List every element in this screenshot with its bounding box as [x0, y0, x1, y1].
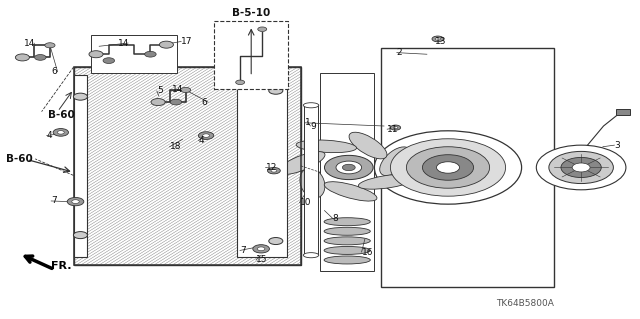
Ellipse shape [324, 227, 371, 235]
Circle shape [269, 238, 283, 245]
Circle shape [436, 162, 460, 173]
Circle shape [336, 161, 362, 174]
Circle shape [180, 87, 191, 93]
Text: 4: 4 [47, 131, 52, 140]
Ellipse shape [296, 140, 356, 152]
Text: 1: 1 [305, 118, 311, 127]
Text: 4: 4 [198, 136, 204, 145]
Text: 8: 8 [333, 214, 339, 223]
Text: FR.: FR. [51, 261, 72, 271]
Circle shape [145, 51, 156, 57]
Circle shape [268, 167, 280, 174]
Circle shape [198, 132, 214, 139]
Text: 6: 6 [51, 67, 57, 76]
Circle shape [422, 155, 474, 180]
Ellipse shape [303, 253, 319, 258]
Circle shape [269, 87, 283, 94]
Ellipse shape [303, 103, 319, 108]
Circle shape [253, 245, 269, 253]
Circle shape [236, 80, 244, 85]
Text: 6: 6 [202, 98, 207, 107]
Bar [74, 75, 87, 257]
Circle shape [58, 131, 64, 134]
Text: B-5-10: B-5-10 [232, 8, 270, 18]
Text: 14: 14 [24, 39, 36, 48]
Circle shape [324, 155, 373, 180]
Text: B-60: B-60 [48, 110, 75, 120]
Bar [91, 35, 177, 73]
Circle shape [536, 145, 626, 190]
Circle shape [271, 169, 277, 172]
Circle shape [159, 41, 173, 48]
Circle shape [151, 99, 165, 106]
Text: 9: 9 [310, 122, 316, 130]
Circle shape [74, 93, 88, 100]
Ellipse shape [324, 182, 377, 201]
Bar [381, 48, 554, 287]
Circle shape [432, 36, 444, 42]
Ellipse shape [324, 237, 371, 245]
Text: 12: 12 [266, 163, 277, 172]
Text: TK64B5800A: TK64B5800A [496, 299, 554, 308]
Circle shape [72, 200, 79, 204]
Ellipse shape [349, 132, 387, 159]
Bar [74, 67, 301, 265]
Circle shape [15, 54, 29, 61]
Text: 13: 13 [435, 37, 447, 46]
Ellipse shape [324, 247, 371, 255]
Circle shape [406, 147, 490, 188]
Circle shape [203, 134, 209, 137]
Circle shape [67, 197, 84, 206]
Ellipse shape [324, 256, 371, 264]
Circle shape [170, 99, 182, 105]
Circle shape [549, 152, 613, 183]
Bar [237, 75, 287, 257]
Text: 2: 2 [397, 48, 403, 57]
Ellipse shape [380, 147, 411, 176]
Circle shape [390, 139, 506, 196]
Text: 7: 7 [51, 197, 57, 205]
Text: 10: 10 [300, 198, 311, 207]
Text: 14: 14 [118, 39, 130, 48]
Bar [214, 21, 288, 89]
Circle shape [35, 55, 46, 60]
Circle shape [572, 163, 590, 172]
Circle shape [342, 164, 355, 171]
Ellipse shape [278, 152, 325, 174]
Text: 5: 5 [157, 86, 163, 95]
Text: 18: 18 [170, 142, 181, 151]
Circle shape [74, 232, 88, 239]
Bar [320, 73, 374, 271]
Text: 15: 15 [256, 256, 268, 264]
Circle shape [374, 131, 522, 204]
Circle shape [390, 125, 401, 130]
Text: B-60: B-60 [6, 154, 33, 165]
Ellipse shape [358, 174, 417, 189]
Text: 17: 17 [181, 37, 193, 46]
Text: 7: 7 [240, 246, 246, 255]
Text: 11: 11 [387, 125, 399, 134]
Text: 3: 3 [614, 141, 620, 150]
Ellipse shape [300, 168, 325, 198]
Circle shape [561, 158, 602, 177]
Circle shape [435, 38, 440, 40]
Circle shape [45, 43, 55, 48]
Circle shape [257, 247, 265, 251]
Text: 14: 14 [172, 85, 183, 94]
Bar [304, 105, 318, 255]
Circle shape [89, 51, 103, 58]
Bar [74, 67, 301, 265]
Bar [616, 109, 630, 115]
Circle shape [53, 129, 68, 136]
Circle shape [103, 58, 115, 63]
Circle shape [393, 126, 398, 129]
Text: 16: 16 [362, 248, 373, 256]
Circle shape [258, 27, 267, 32]
Ellipse shape [324, 218, 371, 226]
